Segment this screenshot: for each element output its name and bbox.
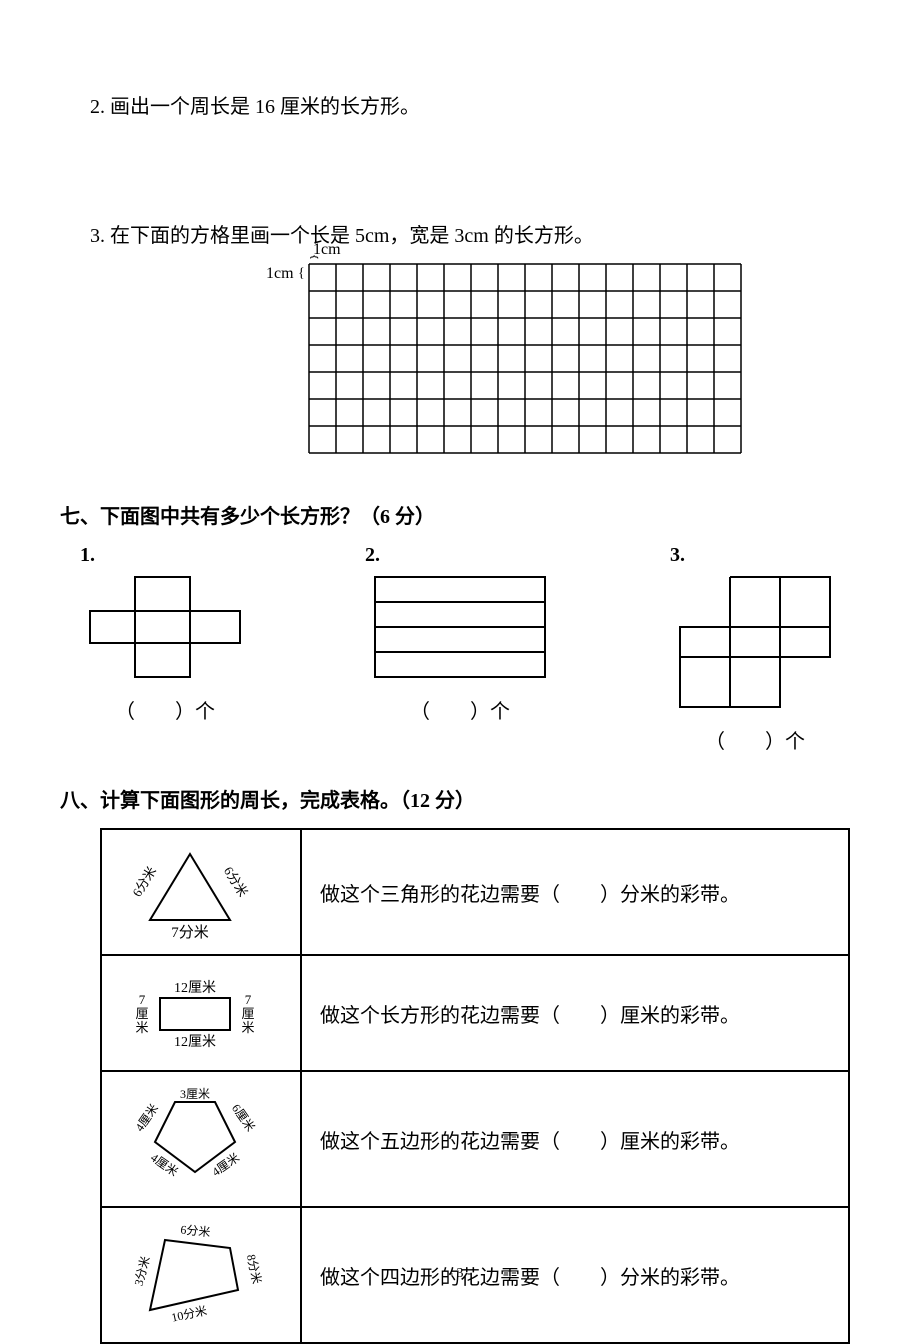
q7-num-3: 3. — [670, 544, 840, 567]
tri-bottom: 7分米 — [171, 924, 209, 941]
shape-pentagon-cell: 3厘米 4厘米 6厘米 4厘米 4厘米 — [101, 1071, 301, 1207]
q7-item-3: 3. （ ）个 — [670, 544, 840, 754]
svg-text:6分米: 6分米 — [221, 864, 251, 900]
svg-text:厘: 厘 — [135, 1006, 148, 1021]
section-8: 八、计算下面图形的周长，完成表格。（12 分） 6分米 6分米 7分米 做这个三… — [60, 784, 860, 1344]
section-7: 七、下面图中共有多少个长方形？（6 分） 1. （ ）个 2. （ ）个 3. — [60, 500, 860, 754]
q7-item-1: 1. （ ）个 — [80, 544, 250, 724]
triangle-shape: 6分米 6分米 7分米 — [120, 842, 260, 942]
q2-num: 2. — [90, 96, 105, 118]
grid-label-left: 1cm — [266, 265, 294, 283]
svg-text:4厘米: 4厘米 — [148, 1150, 181, 1179]
rect-top: 12厘米 — [174, 980, 216, 996]
svg-text:米: 米 — [241, 1020, 254, 1035]
rect-shape: 12厘米 12厘米 7 厘 米 7 厘 米 — [120, 968, 270, 1058]
q7-num-1: 1. — [80, 544, 250, 567]
page-number: - 3 - — [0, 1266, 920, 1282]
svg-text:米: 米 — [135, 1020, 148, 1035]
q7-shape-1 — [80, 567, 250, 687]
grid-svg — [308, 263, 742, 454]
pentagon-shape: 3厘米 4厘米 6厘米 4厘米 4厘米 — [120, 1084, 270, 1194]
q7-shape-2 — [365, 567, 555, 687]
question-3: 3. 在下面的方格里画一个长是 5cm，宽是 3cm 的长方形。 1cm ⏞ 1… — [60, 219, 860, 460]
q7-caption-2: （ ）个 — [365, 695, 555, 724]
row3-text: 做这个五边形的花边需要（ ）厘米的彩带。 — [301, 1071, 849, 1207]
section7-heading: 七、下面图中共有多少个长方形？（6 分） — [60, 500, 860, 529]
svg-text:厘: 厘 — [241, 1006, 254, 1021]
q3-grid-container: 1cm ⏞ 1cm { — [90, 263, 860, 460]
q7-caption-3: （ ）个 — [670, 725, 840, 754]
rect-bottom: 12厘米 — [174, 1034, 216, 1050]
row1-text: 做这个三角形的花边需要（ ）分米的彩带。 — [301, 829, 849, 955]
row2-text: 做这个长方形的花边需要（ ）厘米的彩带。 — [301, 955, 849, 1071]
svg-text:6厘米: 6厘米 — [229, 1101, 258, 1134]
table-row: 12厘米 12厘米 7 厘 米 7 厘 米 做这个长方形的花边需要（ ）厘米的彩… — [101, 955, 849, 1071]
row2-before: 做这个长方形的花边需要（ — [320, 1005, 560, 1027]
svg-text:7: 7 — [245, 992, 252, 1007]
brace-top: ⏞ — [310, 257, 318, 273]
q7-item-2: 2. （ ）个 — [365, 544, 555, 724]
section8-heading: 八、计算下面图形的周长，完成表格。（12 分） — [60, 784, 860, 813]
question-2: 2. 画出一个周长是 16 厘米的长方形。 — [60, 90, 860, 119]
shape-triangle-cell: 6分米 6分米 7分米 — [101, 829, 301, 955]
svg-text:6分米: 6分米 — [129, 864, 159, 900]
shape-rect-cell: 12厘米 12厘米 7 厘 米 7 厘 米 — [101, 955, 301, 1071]
q2-text: 画出一个周长是 16 厘米的长方形。 — [110, 96, 420, 118]
svg-text:7: 7 — [139, 992, 146, 1007]
brace-left: { — [298, 266, 305, 282]
q3-grid-wrap: 1cm ⏞ 1cm { — [308, 263, 742, 454]
svg-text:4厘米: 4厘米 — [209, 1150, 242, 1179]
svg-text:6分米: 6分米 — [180, 1222, 211, 1239]
row2-after: ）厘米的彩带。 — [600, 1005, 740, 1027]
svg-text:4厘米: 4厘米 — [132, 1101, 161, 1134]
row1-before: 做这个三角形的花边需要（ — [320, 884, 560, 906]
q7-row: 1. （ ）个 2. （ ）个 3. — [60, 544, 860, 754]
table-row: 3厘米 4厘米 6厘米 4厘米 4厘米 做这个五边形的花边需要（ ）厘米的彩带。 — [101, 1071, 849, 1207]
q7-shape-3 — [670, 567, 840, 717]
q7-num-2: 2. — [365, 544, 555, 567]
svg-text:3厘米: 3厘米 — [180, 1087, 210, 1101]
row1-after: ）分米的彩带。 — [600, 884, 740, 906]
q7-caption-1: （ ）个 — [80, 695, 250, 724]
svg-text:10分米: 10分米 — [170, 1303, 208, 1324]
q3-text: 在下面的方格里画一个长是 5cm，宽是 3cm 的长方形。 — [110, 225, 594, 247]
table-row: 6分米 6分米 7分米 做这个三角形的花边需要（ ）分米的彩带。 — [101, 829, 849, 955]
q3-num: 3. — [90, 225, 105, 247]
row3-after: ）厘米的彩带。 — [600, 1131, 740, 1153]
row3-before: 做这个五边形的花边需要（ — [320, 1131, 560, 1153]
